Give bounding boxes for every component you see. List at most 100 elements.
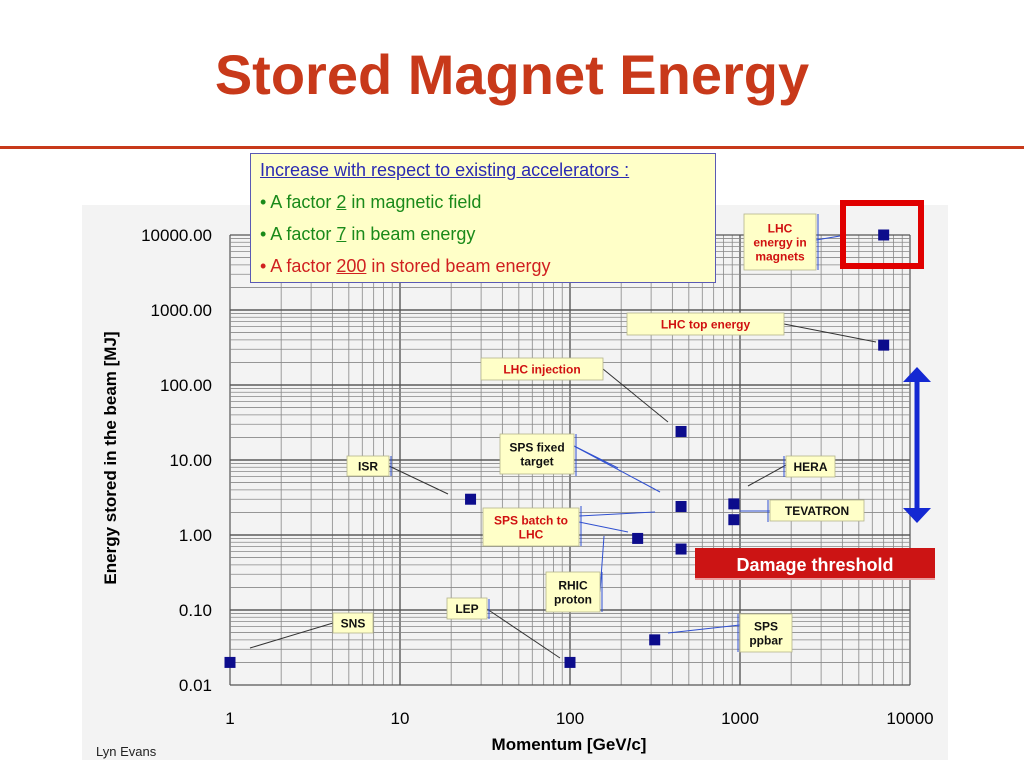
callout-box	[739, 613, 793, 653]
callout-text: proton	[554, 593, 592, 607]
bullet-suffix: in magnetic field	[346, 192, 482, 212]
callout-text: SPS fixed	[509, 441, 564, 455]
bullet-prefix: • A factor	[260, 192, 337, 212]
data-point	[649, 634, 661, 646]
callout-text: RHIC	[558, 579, 588, 593]
info-bullet-stored-energy: • A factor 200 in stored beam energy	[260, 256, 551, 277]
x-tick-label: 1	[225, 709, 234, 728]
callout-box	[743, 213, 817, 271]
y-axis-label: Energy stored in the beam [MJ]	[101, 331, 120, 584]
y-tick-label: 100.00	[160, 376, 212, 395]
x-tick-label: 100	[556, 709, 584, 728]
y-tick-label: 0.10	[179, 601, 212, 620]
annotation-leaders	[249, 214, 877, 659]
bullet-factor: 2	[336, 192, 347, 212]
x-tick-label: 10000	[886, 709, 933, 728]
bullet-factor: 7	[336, 224, 347, 244]
annotation-leader-line	[573, 445, 619, 469]
callout-text: target	[520, 455, 553, 469]
callout-text: LHC injection	[503, 363, 580, 377]
annotation-leader-line	[602, 368, 669, 423]
highlight-box	[840, 200, 924, 269]
annotation-leader-line	[667, 624, 741, 634]
x-axis-label: Momentum [GeV/c]	[492, 735, 647, 754]
data-point	[564, 656, 576, 668]
arrow-head-up	[903, 367, 931, 382]
annotation-leader-line	[578, 511, 656, 517]
bullet-prefix: • A factor	[260, 224, 337, 244]
annotation-callout: LHC top energy	[626, 312, 785, 336]
bullet-suffix: in beam energy	[346, 224, 476, 244]
annotation-leader-line	[599, 535, 605, 593]
callout-box	[499, 433, 575, 475]
data-point	[675, 425, 687, 437]
callout-text: LEP	[455, 602, 478, 616]
data-point	[878, 339, 890, 351]
annotation-leader-line	[486, 608, 561, 659]
bullet-factor: 200	[336, 256, 367, 276]
callout-text: SNS	[341, 617, 366, 631]
callout-box	[545, 571, 601, 613]
annotation-leader-line	[815, 235, 841, 241]
callout-text: LHC	[768, 222, 793, 236]
annotation-leader-line	[249, 622, 334, 649]
info-bullet-beam-energy: • A factor 7 in beam energy	[260, 224, 475, 245]
axis-ticks: 1 10 100 1000 10000 0.01 0.10 1.00 10.00 100.00 10…	[141, 226, 934, 728]
callout-box	[626, 312, 785, 336]
annotation-callout: LHC injection	[480, 357, 604, 381]
callout-box	[785, 455, 836, 478]
annotation-leader-line	[578, 521, 629, 533]
callout-text: SPS	[754, 620, 778, 634]
arrow-head-down	[903, 508, 931, 523]
title-divider	[0, 146, 1024, 149]
x-tick-label: 10	[391, 709, 410, 728]
info-box: Increase with respect to existing accele…	[250, 153, 716, 283]
x-tick-label: 1000	[721, 709, 759, 728]
callout-box	[346, 455, 390, 477]
info-bullet-magnetic-field: • A factor 2 in magnetic field	[260, 192, 481, 213]
damage-threshold-label: Damage threshold	[695, 548, 935, 580]
annotation-callout: ISR	[346, 455, 390, 477]
data-point	[728, 498, 740, 510]
data-point	[878, 229, 890, 241]
annotation-leader-line	[388, 465, 449, 495]
author-credit: Lyn Evans	[96, 744, 157, 759]
data-point	[728, 514, 740, 526]
y-tick-label: 0.01	[179, 676, 212, 695]
annotation-callout: SNS	[332, 612, 374, 634]
callout-box	[769, 499, 865, 522]
annotation-callout: HERA	[785, 455, 836, 478]
data-markers	[224, 229, 890, 668]
annotation-callout: LEP	[446, 597, 488, 620]
callout-box	[332, 612, 374, 634]
callout-text: ISR	[358, 460, 378, 474]
data-point	[465, 493, 477, 505]
callout-box	[446, 597, 488, 620]
callout-text: ppbar	[749, 634, 783, 648]
y-tick-label: 10000.00	[141, 226, 212, 245]
y-tick-label: 10.00	[169, 451, 212, 470]
bullet-prefix: • A factor	[260, 256, 337, 276]
callout-text: LHC top energy	[661, 318, 751, 332]
callout-text: TEVATRON	[785, 504, 849, 518]
annotation-leader-line	[783, 323, 877, 343]
data-point	[675, 543, 687, 555]
chart-decorations	[840, 200, 931, 523]
data-point	[675, 500, 687, 512]
callout-text: magnets	[755, 250, 805, 264]
slide-title: Stored Magnet Energy	[214, 43, 810, 106]
y-tick-label: 1000.00	[151, 301, 212, 320]
y-tick-label: 1.00	[179, 526, 212, 545]
callout-text: SPS batch to	[494, 514, 568, 528]
annotation-leader-line	[747, 464, 787, 487]
callout-box	[482, 507, 580, 547]
data-point	[224, 656, 236, 668]
data-point	[632, 532, 644, 544]
